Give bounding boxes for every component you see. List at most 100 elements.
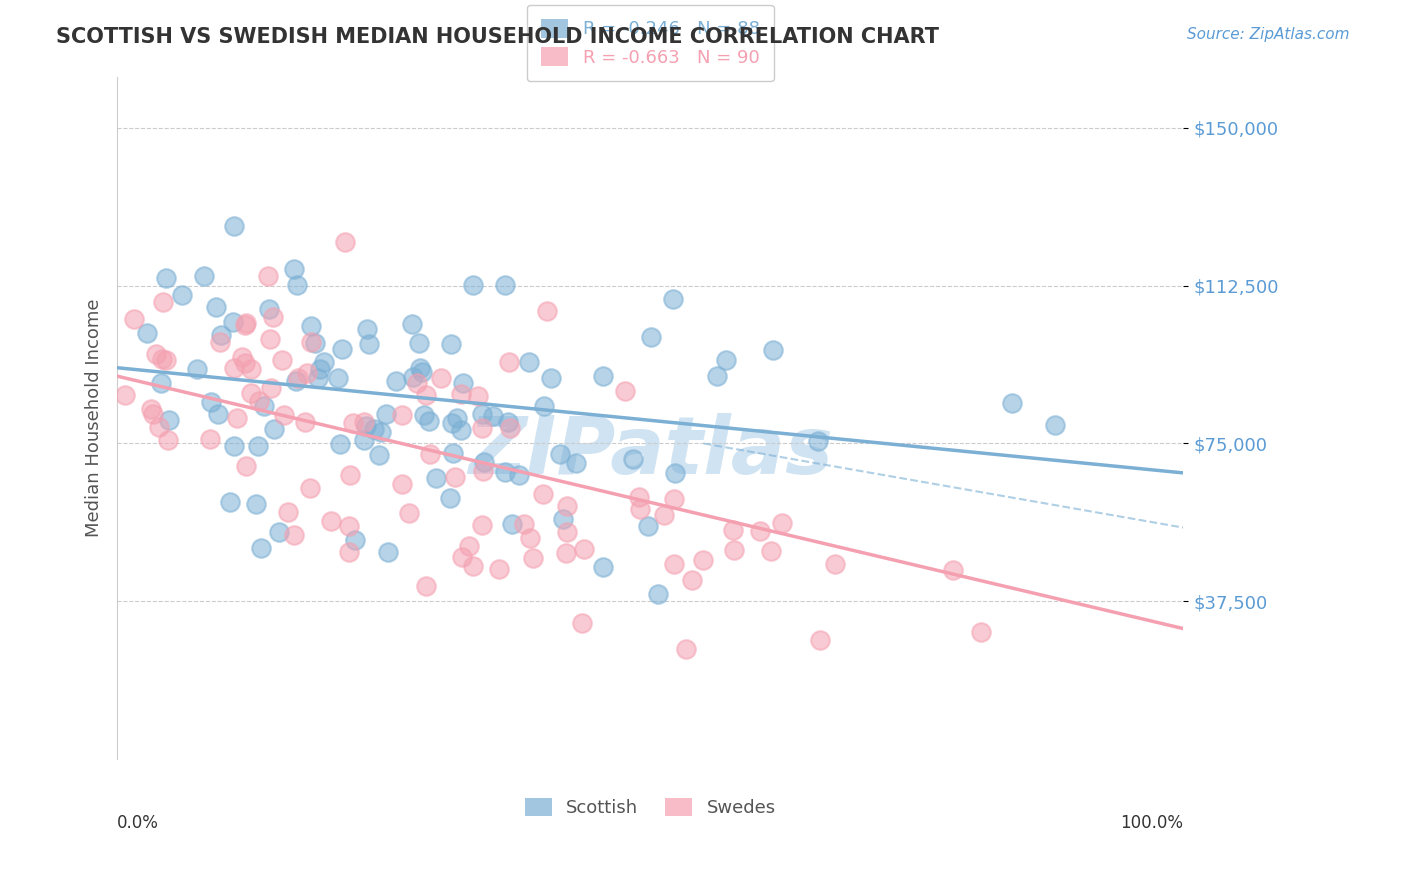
Point	[554, 546, 576, 560]
Point	[458, 539, 481, 553]
Point	[239, 386, 262, 401]
Point	[439, 491, 461, 506]
Point	[240, 362, 263, 376]
Point	[429, 370, 451, 384]
Point	[440, 416, 463, 430]
Point	[621, 452, 644, 467]
Point	[297, 366, 319, 380]
Point	[551, 512, 574, 526]
Point	[375, 407, 398, 421]
Text: Source: ZipAtlas.com: Source: ZipAtlas.com	[1187, 27, 1350, 42]
Point	[419, 447, 441, 461]
Point	[391, 408, 413, 422]
Legend: Scottish, Swedes: Scottish, Swedes	[510, 783, 790, 831]
Point	[377, 545, 399, 559]
Point	[218, 494, 240, 508]
Point	[150, 351, 173, 366]
Point	[664, 557, 686, 571]
Point	[498, 355, 520, 369]
Point	[1043, 418, 1066, 433]
Point	[250, 541, 273, 556]
Point	[411, 365, 433, 379]
Point	[304, 336, 326, 351]
Point	[592, 560, 614, 574]
Point	[681, 573, 703, 587]
Point	[114, 387, 136, 401]
Point	[451, 376, 474, 391]
Point	[235, 459, 257, 474]
Point	[368, 448, 391, 462]
Point	[749, 524, 772, 538]
Point	[200, 432, 222, 446]
Point	[446, 411, 468, 425]
Point	[557, 500, 579, 514]
Point	[269, 524, 291, 539]
Point	[257, 269, 280, 284]
Point	[148, 419, 170, 434]
Point	[333, 235, 356, 249]
Point	[247, 394, 270, 409]
Point	[314, 355, 336, 369]
Point	[1001, 396, 1024, 410]
Point	[157, 412, 180, 426]
Point	[662, 292, 685, 306]
Point	[233, 318, 256, 332]
Point	[450, 423, 472, 437]
Point	[494, 465, 516, 479]
Y-axis label: Median Household Income: Median Household Income	[86, 299, 103, 538]
Point	[342, 416, 364, 430]
Point	[207, 407, 229, 421]
Point	[471, 407, 494, 421]
Point	[540, 371, 562, 385]
Point	[415, 579, 437, 593]
Point	[444, 470, 467, 484]
Point	[157, 433, 180, 447]
Point	[122, 312, 145, 326]
Point	[135, 326, 157, 341]
Point	[675, 641, 697, 656]
Point	[942, 563, 965, 577]
Point	[467, 389, 489, 403]
Point	[145, 347, 167, 361]
Point	[571, 615, 593, 630]
Point	[664, 466, 686, 480]
Point	[501, 516, 523, 531]
Point	[259, 332, 281, 346]
Point	[572, 542, 595, 557]
Point	[471, 517, 494, 532]
Point	[235, 316, 257, 330]
Point	[209, 327, 232, 342]
Point	[271, 352, 294, 367]
Point	[519, 531, 541, 545]
Point	[531, 487, 554, 501]
Point	[461, 558, 484, 573]
Point	[723, 542, 745, 557]
Point	[548, 447, 571, 461]
Point	[385, 374, 408, 388]
Point	[294, 415, 316, 429]
Point	[231, 351, 253, 365]
Point	[142, 407, 165, 421]
Point	[262, 310, 284, 325]
Point	[141, 401, 163, 416]
Point	[283, 262, 305, 277]
Point	[200, 394, 222, 409]
Point	[363, 422, 385, 436]
Point	[592, 368, 614, 383]
Point	[193, 268, 215, 283]
Point	[319, 515, 342, 529]
Point	[222, 219, 245, 233]
Point	[273, 409, 295, 423]
Point	[517, 355, 540, 369]
Point	[353, 433, 375, 447]
Point	[246, 439, 269, 453]
Point	[284, 375, 307, 389]
Point	[714, 352, 737, 367]
Point	[205, 300, 228, 314]
Point	[759, 544, 782, 558]
Point	[647, 587, 669, 601]
Point	[186, 361, 208, 376]
Point	[299, 318, 322, 333]
Point	[415, 388, 437, 402]
Point	[298, 481, 321, 495]
